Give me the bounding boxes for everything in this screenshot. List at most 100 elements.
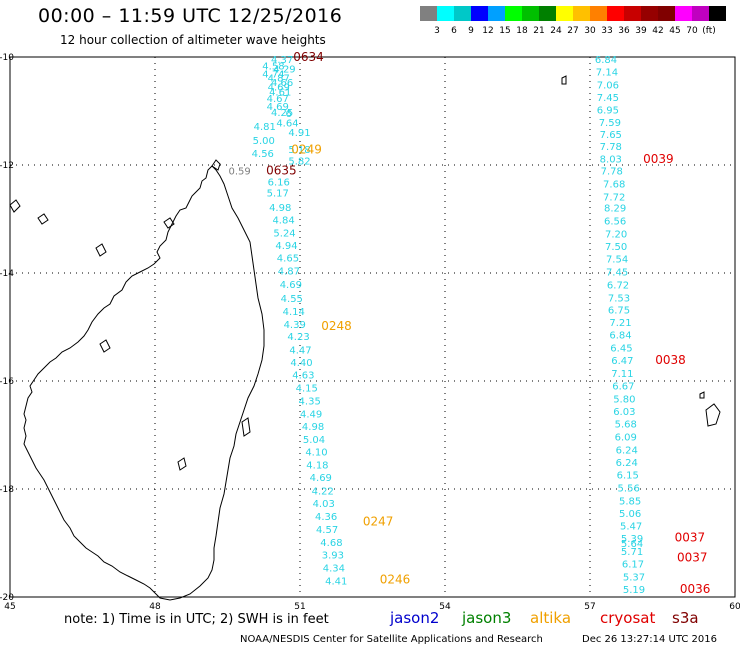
wave-height-value: 4.69 [280, 280, 302, 291]
pass-time-label: 0248 [321, 319, 352, 333]
scale-swatch [675, 6, 692, 21]
altimeter-tracks: 4.374.584.294.744.874.664.694.614.674.69… [228, 55, 645, 596]
wave-height-value: 0.59 [228, 166, 250, 177]
wave-height-value: 4.98 [269, 203, 291, 214]
wave-height-value: 5.68 [615, 420, 637, 431]
wave-height-value: 4.22 [312, 487, 334, 498]
wave-height-value: 4.35 [299, 396, 321, 407]
wave-height-value: 5.00 [253, 136, 275, 147]
wave-height-value: 5.18 [288, 145, 310, 156]
pass-time-label: 0247 [363, 514, 394, 528]
wave-height-value: 4.29 [273, 64, 295, 75]
wave-height-value: 4.34 [323, 563, 345, 574]
wave-height-value: 7.78 [600, 142, 622, 153]
wave-height-value: 6.75 [608, 306, 630, 317]
scale-swatch [420, 6, 437, 21]
wave-height-value: 5.04 [303, 435, 325, 446]
axis-labels: 45 48 51 54 57 60 -10 -12 -14 -16 -18 -20 [0, 53, 740, 612]
wave-height-value: 6.17 [622, 560, 644, 571]
wave-height-value: 4.61 [269, 88, 291, 99]
wave-height-value: 7.78 [601, 166, 623, 177]
pass-time-label: 0249 [291, 142, 322, 156]
scale-swatch [454, 6, 471, 21]
wave-height-value: 4.69 [310, 473, 332, 484]
wave-height-value: 6.67 [612, 381, 634, 392]
lat-tick-label: -18 [0, 485, 14, 495]
wave-height-value: 4.68 [320, 538, 342, 549]
scale-label: 15 [499, 26, 511, 36]
wave-height-value: 5.80 [613, 394, 635, 405]
wave-height-value: 8.29 [604, 204, 626, 215]
nosy-be-island [163, 217, 175, 229]
wave-height-value: 4.57 [316, 525, 338, 536]
wave-height-value: 6.09 [615, 433, 637, 444]
wave-height-value: 4.56 [252, 149, 274, 160]
legend-altika: altika [530, 609, 572, 627]
madagascar-coastline [23, 165, 265, 601]
wave-height-value: 4.49 [300, 409, 322, 420]
wave-height-value: 4.65 [277, 253, 299, 264]
wave-height-value: 4.74 [262, 70, 284, 81]
lat-tick-label: -20 [0, 593, 14, 603]
lat-tick-label: -14 [0, 269, 14, 279]
wave-height-value: 4.23 [287, 332, 309, 343]
wave-height-value: 6.45 [610, 344, 632, 355]
wave-height-value: 6.24 [616, 446, 638, 457]
scale-swatch [641, 6, 658, 21]
wave-height-value: 4.41 [325, 576, 347, 587]
map-frame [9, 56, 736, 598]
lon-tick-label: 51 [294, 602, 305, 612]
map-subtitle: 12 hour collection of altimeter wave hei… [60, 33, 326, 47]
legend-cryosat: cryosat [600, 609, 656, 627]
wave-height-value: 6.95 [597, 105, 619, 116]
wave-height-value: 5.24 [273, 229, 295, 240]
scale-swatch [471, 6, 488, 21]
wave-height-value: 4.87 [268, 74, 290, 85]
wave-height-value: 5.85 [619, 496, 641, 507]
wave-height-value: 5.56 [618, 483, 640, 494]
small-island-west [99, 339, 111, 353]
scale-label: 6 [451, 26, 457, 36]
wave-height-value: 7.68 [603, 179, 625, 190]
wave-height-value: 6.84 [595, 55, 617, 66]
scale-label: 33 [601, 26, 613, 36]
wave-height-value: 7.14 [596, 68, 618, 79]
wave-height-value: 6.47 [611, 356, 633, 367]
wave-height-value: 3.93 [322, 550, 344, 561]
lon-tick-label: 45 [4, 602, 15, 612]
scale-swatch [624, 6, 641, 21]
scale-label: 27 [567, 26, 579, 36]
wave-height-value: 4.66 [271, 78, 293, 89]
wave-height-value: 4.36 [315, 512, 337, 523]
wave-height-value: 4.37 [271, 55, 293, 66]
wave-height-value: 4.98 [302, 422, 324, 433]
wave-height-value: 6.16 [268, 178, 290, 189]
scale-swatch [522, 6, 539, 21]
wave-height-value: 4.39 [284, 320, 306, 331]
wave-height-value: 6.72 [607, 280, 629, 291]
wave-height-value: 4.63 [292, 371, 314, 382]
scale-label: 45 [669, 26, 681, 36]
wave-height-value: 7.65 [600, 130, 622, 141]
wave-height-value: 5.39 [621, 534, 643, 545]
mayotte-island [95, 243, 107, 257]
wave-height-value: 4.69 [268, 83, 290, 94]
wave-height-value: 4.87 [278, 266, 300, 277]
islet-east [699, 391, 705, 399]
scale-label: 24 [550, 26, 562, 36]
wave-height-value: 5.82 [288, 157, 310, 168]
generation-timestamp: Dec 26 13:27:14 UTC 2016 [582, 634, 717, 645]
wave-height-value: 7.54 [606, 254, 628, 265]
pass-time-label: 0036 [680, 582, 711, 596]
lat-tick-label: -16 [0, 377, 14, 387]
mohéli-island [9, 199, 21, 213]
pass-time-label: 0635 [266, 163, 297, 177]
wave-height-value: 7.72 [603, 192, 625, 203]
pass-time-label: 0038 [655, 353, 686, 367]
wave-height-value: 4.03 [313, 499, 335, 510]
scale-swatch [607, 6, 624, 21]
scale-label: 12 [482, 26, 494, 36]
wave-height-value: 7.21 [609, 318, 631, 329]
wave-height-value: 4.47 [289, 346, 311, 357]
scale-swatch [692, 6, 709, 21]
